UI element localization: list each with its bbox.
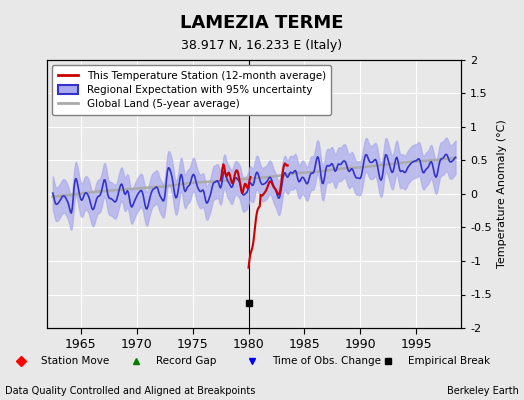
Text: Data Quality Controlled and Aligned at Breakpoints: Data Quality Controlled and Aligned at B…	[5, 386, 256, 396]
Text: 38.917 N, 16.233 E (Italy): 38.917 N, 16.233 E (Italy)	[181, 39, 343, 52]
Legend: This Temperature Station (12-month average), Regional Expectation with 95% uncer: This Temperature Station (12-month avera…	[52, 65, 331, 115]
Text: Berkeley Earth: Berkeley Earth	[447, 386, 519, 396]
Text: Time of Obs. Change: Time of Obs. Change	[272, 356, 381, 366]
Text: LAMEZIA TERME: LAMEZIA TERME	[180, 14, 344, 32]
Text: Record Gap: Record Gap	[156, 356, 217, 366]
Text: Empirical Break: Empirical Break	[408, 356, 490, 366]
Text: Station Move: Station Move	[41, 356, 109, 366]
Y-axis label: Temperature Anomaly (°C): Temperature Anomaly (°C)	[497, 120, 507, 268]
